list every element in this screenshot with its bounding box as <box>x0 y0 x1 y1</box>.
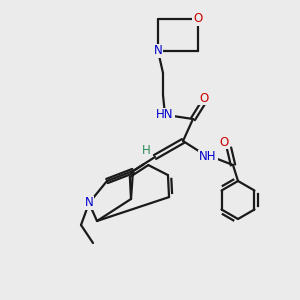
Text: O: O <box>219 136 229 148</box>
Text: NH: NH <box>199 151 217 164</box>
Text: H: H <box>142 143 150 157</box>
Text: HN: HN <box>156 109 174 122</box>
Text: O: O <box>200 92 208 104</box>
Text: N: N <box>154 44 162 58</box>
Text: O: O <box>194 13 202 26</box>
Text: N: N <box>85 196 93 209</box>
